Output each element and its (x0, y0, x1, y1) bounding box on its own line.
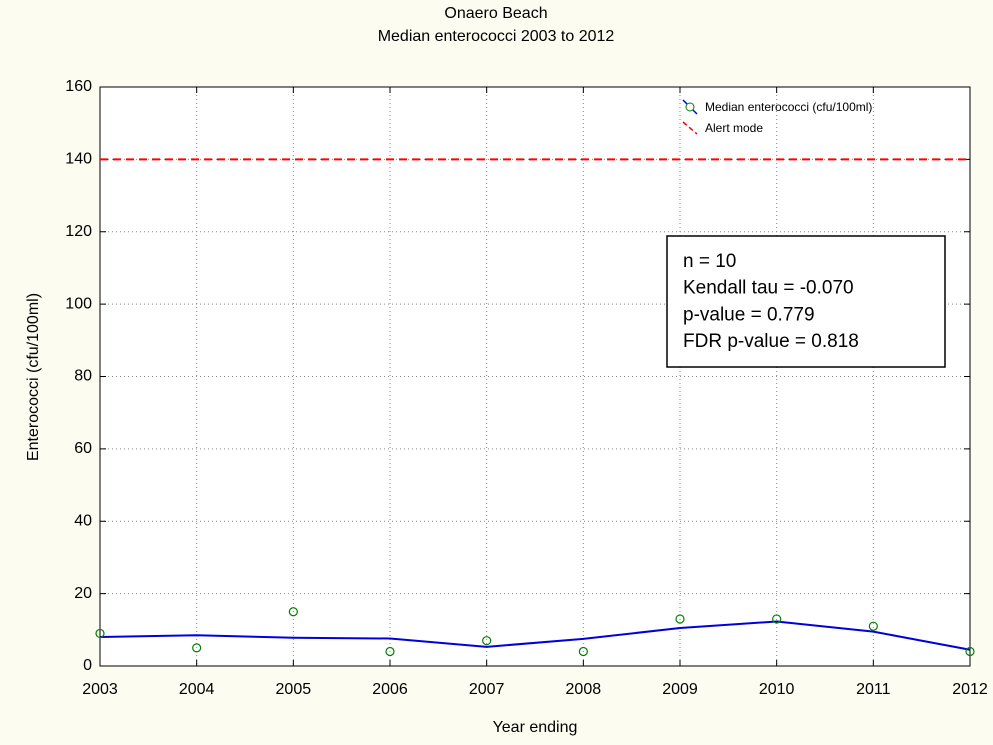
y-tick-label: 100 (65, 295, 92, 312)
y-tick-label: 140 (65, 151, 92, 168)
x-tick-label: 2012 (952, 681, 988, 698)
data-point (868, 621, 878, 631)
data-point (578, 646, 588, 657)
x-tick-label: 2005 (276, 681, 312, 698)
legend-line (682, 121, 698, 135)
y-axis-label: Enterococci (cfu/100ml) (25, 293, 42, 461)
legend-marker (685, 102, 695, 112)
x-tick-label: 2006 (372, 681, 408, 698)
y-tick-label: 120 (65, 223, 92, 240)
y-tick-label: 20 (74, 585, 92, 602)
data-point (772, 614, 782, 624)
data-point (192, 643, 202, 653)
stats-box (666, 235, 946, 368)
stats-text: n = 10 (683, 251, 736, 272)
y-tick-label: 80 (74, 368, 92, 385)
stats-text: FDR p-value = 0.818 (683, 331, 859, 352)
data-point (95, 628, 105, 639)
x-tick-label: 2010 (759, 681, 795, 698)
x-tick-label: 2009 (662, 681, 698, 698)
y-tick-label: 40 (74, 512, 92, 529)
x-tick-label: 2011 (856, 681, 891, 698)
fit-line (99, 620, 971, 651)
data-point (675, 614, 685, 624)
x-tick-label: 2004 (179, 681, 215, 698)
data-point (288, 607, 298, 617)
stats-text: p-value = 0.779 (683, 304, 815, 325)
legend-label: Median enterococci (cfu/100ml) (705, 100, 872, 114)
data-point (385, 646, 395, 657)
chart-subtitle: Median enterococci 2003 to 2012 (378, 28, 615, 45)
plot-area (100, 87, 970, 666)
legend-label: Alert mode (705, 121, 763, 135)
y-tick-label: 0 (83, 657, 92, 674)
data-point (482, 636, 492, 646)
x-tick-label: 2008 (566, 681, 602, 698)
plot-frame (99, 86, 971, 667)
y-tick-label: 160 (65, 78, 92, 95)
stats-text: Kendall tau = -0.070 (683, 278, 854, 299)
x-tick-label: 2003 (82, 681, 118, 698)
data-point (965, 646, 975, 657)
x-tick-label: 2007 (469, 681, 505, 698)
y-tick-label: 60 (74, 440, 92, 457)
chart-title: Onaero Beach (444, 5, 547, 22)
x-axis-label: Year ending (493, 719, 578, 736)
